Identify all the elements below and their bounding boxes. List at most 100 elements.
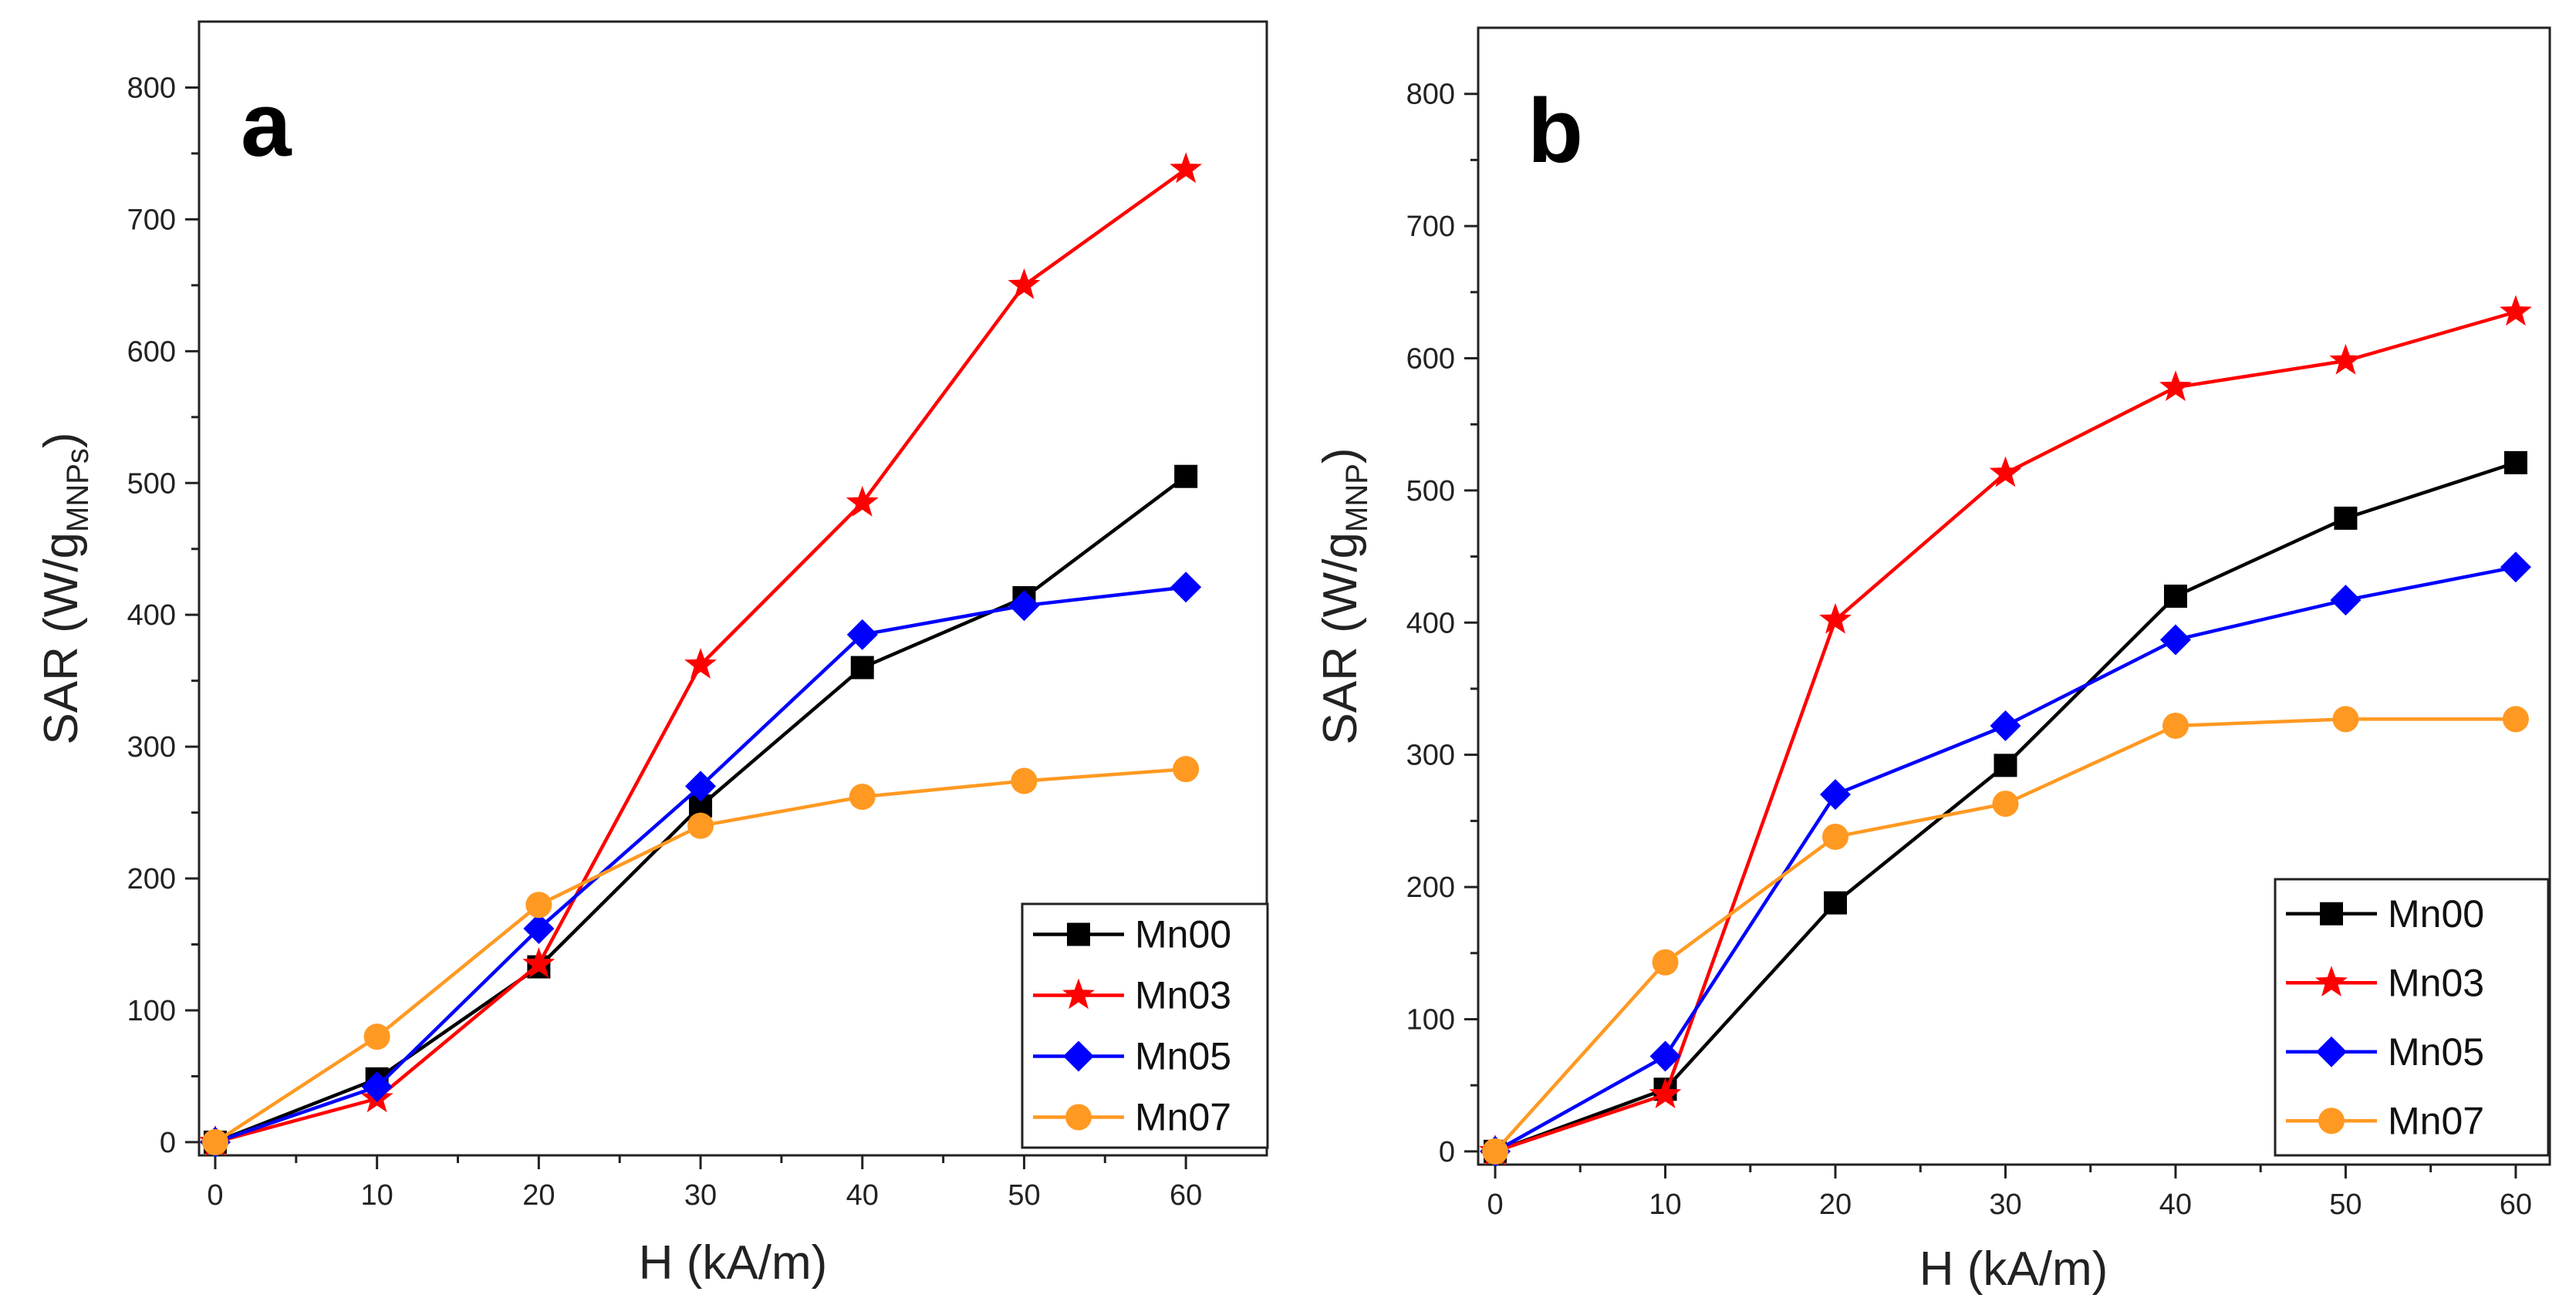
data-point-mn05: [1649, 1040, 1681, 1072]
legend-label: Mn03: [2388, 961, 2484, 1004]
data-point-mn03: [1819, 602, 1852, 634]
data-point-mn03: [522, 947, 555, 978]
y-tick-label: 400: [1406, 607, 1455, 639]
data-point-mn07: [201, 1128, 228, 1155]
x-tick-label: 30: [684, 1179, 717, 1212]
data-point-mn00: [2334, 506, 2358, 530]
data-point-mn00: [1994, 754, 2017, 777]
data-point-mn07: [1011, 767, 1038, 794]
y-axis-title: SAR (W/gMNPs): [35, 432, 95, 744]
data-point-mn05: [361, 1071, 393, 1103]
legend-marker-mn05: [2316, 1036, 2347, 1067]
y-tick-label: 200: [1406, 872, 1455, 904]
data-point-mn03: [2329, 343, 2362, 375]
legend-marker-mn03: [1062, 978, 1095, 1010]
data-point-mn07: [1822, 823, 1848, 850]
data-point-mn00: [2163, 585, 2187, 608]
y-tick-label: 300: [127, 731, 176, 764]
y-tick-label: 100: [127, 995, 176, 1027]
legend-marker-mn07: [1065, 1104, 1092, 1131]
y-tick-label: 500: [1406, 475, 1455, 507]
x-tick-label: 20: [522, 1179, 555, 1212]
x-tick-label: 40: [2159, 1189, 2192, 1221]
data-point-mn03: [2500, 295, 2532, 326]
x-tick-label: 30: [1989, 1189, 2021, 1221]
panel-label: b: [1528, 80, 1583, 182]
legend-label: Mn05: [1135, 1035, 1231, 1078]
y-tick-label: 800: [127, 72, 176, 104]
data-point-mn03: [846, 485, 879, 517]
data-point-mn05: [2159, 624, 2191, 656]
y-axis-title: SAR (W/gMNP): [1314, 447, 1374, 744]
data-point-mn00: [850, 656, 874, 679]
y-tick-label: 100: [1406, 1003, 1455, 1036]
plot-frame: [198, 20, 1268, 1157]
y-tick-label: 0: [160, 1127, 176, 1159]
legend-marker-mn07: [2318, 1108, 2345, 1135]
data-point-mn03: [1170, 152, 1203, 184]
data-point-mn05: [523, 913, 555, 944]
data-point-mn00: [2503, 450, 2527, 474]
data-point-mn07: [2332, 706, 2359, 733]
data-point-mn07: [525, 892, 552, 919]
legend-label: Mn03: [1135, 974, 1231, 1017]
y-tick-label: 200: [127, 863, 176, 895]
data-point-mn05: [1170, 572, 1202, 603]
legend: Mn00 Mn03 Mn05 Mn07: [2274, 878, 2550, 1157]
legend-marker-mn00: [2320, 902, 2343, 926]
data-point-mn05: [1008, 590, 1040, 622]
legend-label: Mn00: [1135, 913, 1231, 956]
data-point-mn03: [2159, 370, 2192, 401]
legend-marker-mn00: [1067, 922, 1090, 946]
y-tick-label: 600: [127, 335, 176, 368]
legend-label: Mn00: [2388, 892, 2484, 936]
plot-frame: [1477, 26, 2551, 1166]
x-tick-label: 50: [2329, 1189, 2362, 1221]
chart-panel-b: 0 10 20 30 40 50 600100200300400500600700800Mn…: [1314, 26, 2551, 1296]
legend-marker-mn05: [1063, 1040, 1094, 1072]
x-tick-label: 40: [846, 1179, 879, 1212]
x-tick-label: 10: [1649, 1189, 1681, 1221]
data-point-mn07: [2502, 706, 2529, 733]
data-point-mn07: [363, 1023, 390, 1050]
data-point-mn07: [687, 812, 714, 839]
x-tick-label: 20: [1819, 1189, 1852, 1221]
data-point-mn07: [1652, 949, 1679, 976]
y-tick-label: 400: [127, 599, 176, 632]
y-tick-label: 0: [1439, 1136, 1455, 1168]
data-point-mn05: [1990, 710, 2021, 741]
data-point-mn03: [1649, 1077, 1682, 1108]
y-tick-label: 700: [1406, 211, 1455, 243]
series-mn07: [1482, 706, 2529, 1165]
data-point-mn07: [1482, 1138, 1509, 1165]
x-tick-label: 60: [2500, 1189, 2532, 1221]
data-point-mn07: [1992, 791, 2019, 818]
data-point-mn03: [1008, 268, 1041, 299]
legend-marker-mn03: [2315, 966, 2348, 996]
chart-panel-a: 0 10 20 30 40 50 600100200300400500600700800Mn…: [35, 20, 1269, 1290]
data-point-mn07: [2162, 712, 2189, 739]
panel-label: a: [241, 74, 292, 176]
y-tick-label: 300: [1406, 740, 1455, 772]
x-tick-label: 10: [361, 1179, 393, 1212]
legend-box: [1021, 902, 1269, 1149]
x-tick-label: 0: [1487, 1189, 1503, 1221]
x-tick-label: 50: [1008, 1179, 1040, 1212]
y-tick-label: 700: [127, 204, 176, 236]
series-mn07: [201, 756, 1200, 1155]
y-tick-label: 800: [1406, 79, 1455, 111]
legend-label: Mn05: [2388, 1030, 2484, 1074]
data-point-mn03: [1989, 456, 2022, 487]
data-point-mn05: [685, 770, 717, 802]
data-point-mn03: [684, 648, 717, 679]
series-mn05: [1480, 551, 2531, 1167]
data-point-mn00: [1824, 891, 1847, 915]
data-point-mn05: [1820, 779, 1851, 811]
x-axis-title: H (kA/m): [639, 1236, 828, 1290]
data-point-mn07: [849, 784, 876, 811]
x-tick-label: 0: [207, 1179, 223, 1212]
data-point-mn05: [846, 619, 878, 650]
data-point-mn05: [2330, 585, 2362, 616]
data-point-mn05: [2500, 551, 2531, 583]
